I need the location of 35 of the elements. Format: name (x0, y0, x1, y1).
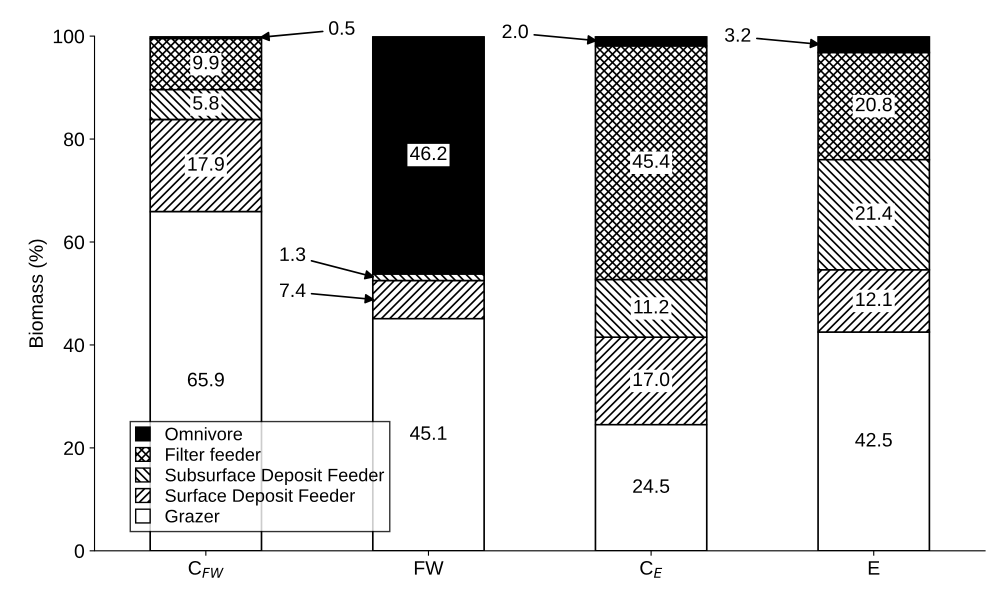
data-label: 0.5 (329, 21, 355, 35)
y-tick-label: 60 (64, 235, 84, 250)
x-tick-label: C$_{E}$ (640, 561, 662, 578)
legend-label: Grazer (165, 510, 220, 523)
legend-label: Surface Deposit Feeder (165, 488, 355, 506)
data-label: 42.5 (855, 432, 892, 447)
data-label: 1.3 (280, 247, 306, 262)
legend-label: Omnivore (165, 427, 242, 440)
data-label: 20.8 (856, 98, 892, 112)
data-label: 3.2 (725, 28, 750, 42)
y-tick-label: 20 (64, 441, 84, 456)
data-label: 5.8 (193, 96, 219, 110)
y-axis-title: Biomass (%) (28, 240, 47, 347)
data-label: 12.1 (856, 292, 892, 306)
x-tick-label: C$_{FW}$ (188, 561, 224, 578)
data-label: 17.0 (634, 372, 670, 386)
x-tick-label: E (868, 561, 880, 575)
y-tick-label: 40 (64, 338, 84, 352)
data-label: 7.4 (280, 284, 306, 297)
data-label: 9.9 (193, 56, 218, 70)
y-tick-label: 0 (74, 544, 84, 558)
x-tick-label: FW (414, 561, 444, 575)
data-label: 2.0 (502, 24, 528, 38)
y-tick-label: 80 (64, 132, 84, 146)
data-label: 11.2 (634, 300, 668, 314)
data-label: 21.4 (856, 206, 892, 220)
legend-label: Filter feeder (166, 448, 261, 461)
data-label: 24.5 (633, 479, 670, 493)
data-label: 45.4 (632, 154, 670, 168)
data-label: 65.9 (188, 372, 224, 386)
data-label: 45.1 (410, 426, 446, 440)
legend-label: Subsurface Deposit Feeder (165, 468, 384, 486)
data-label: 46.2 (410, 146, 446, 160)
data-label: 17.9 (188, 157, 224, 171)
y-tick-label: 100 (54, 30, 84, 44)
